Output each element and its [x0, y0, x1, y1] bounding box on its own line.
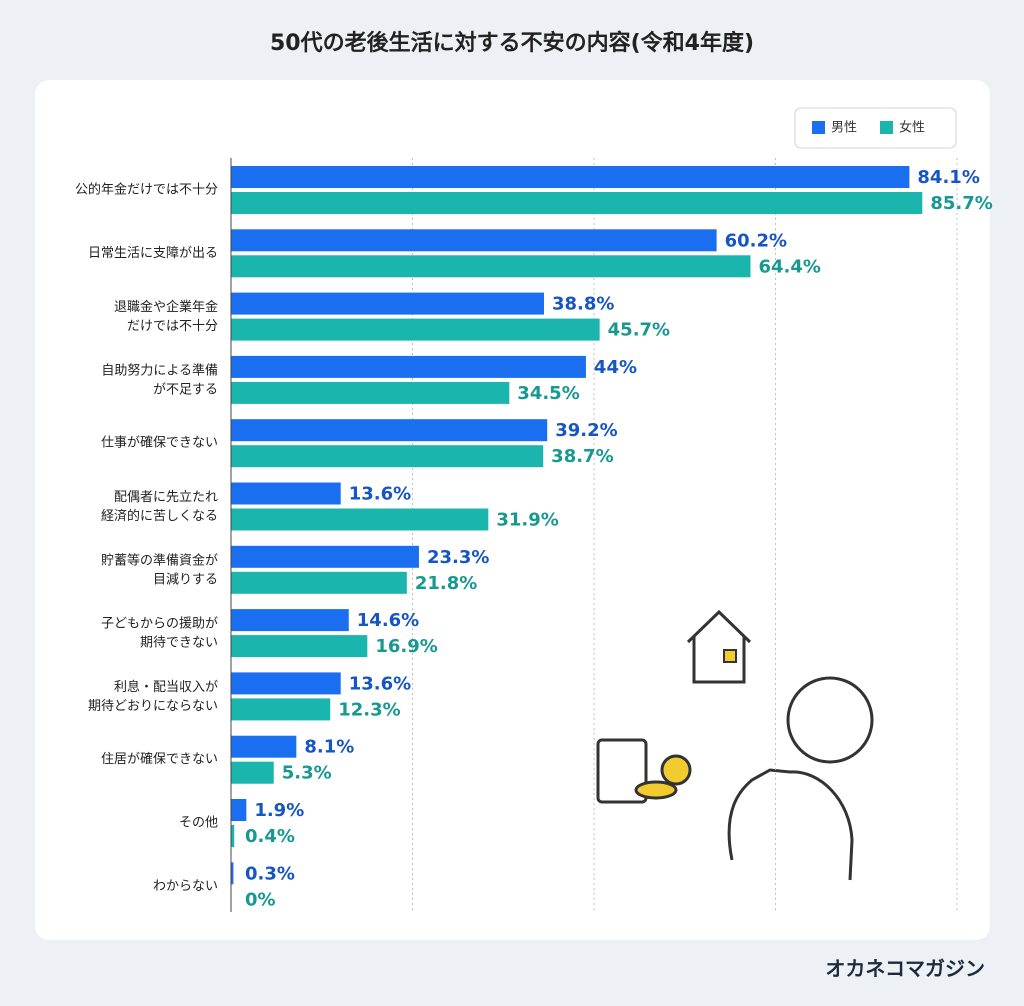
value-label: 0.3%: [245, 863, 295, 884]
value-label: 38.8%: [552, 294, 614, 315]
value-label: 44%: [594, 357, 637, 378]
legend-swatch: [812, 121, 825, 134]
coins: [634, 780, 678, 800]
legend-label: 男性: [831, 121, 857, 136]
bar: [231, 635, 368, 658]
legend-swatch: [880, 121, 893, 134]
legend-label: 女性: [899, 120, 925, 136]
bar: [231, 229, 717, 252]
category-label: 利息・配当収入が期待どおりにならない: [88, 678, 218, 713]
value-label: 39.2%: [555, 420, 617, 441]
category-label: その他: [179, 816, 218, 831]
category-label: 配偶者に先立たれ経済的に苦しくなる: [101, 490, 218, 524]
category-label: 住居が確保できない: [101, 751, 218, 767]
value-label: 5.3%: [282, 763, 332, 784]
bar: [231, 862, 234, 885]
value-label: 16.9%: [375, 636, 437, 657]
value-label: 84.1%: [917, 167, 979, 188]
bar: [231, 571, 407, 594]
value-label: 0.4%: [245, 826, 295, 847]
category-label: 日常生活に支障が出る: [88, 246, 218, 261]
value-label: 31.9%: [496, 510, 558, 531]
bar: [231, 825, 235, 847]
bar: [231, 761, 274, 784]
bar: [231, 735, 297, 758]
bar: [231, 255, 751, 278]
bar: [231, 318, 600, 341]
category-label: 公的年金だけでは不十分: [75, 182, 218, 198]
value-label: 34.5%: [517, 383, 579, 404]
value-label: 64.4%: [758, 256, 820, 277]
value-label: 8.1%: [304, 737, 354, 758]
value-label: 38.7%: [551, 446, 613, 467]
bar: [231, 545, 419, 568]
value-label: 0%: [245, 889, 276, 910]
bar: [231, 166, 910, 188]
chart-title: 50代の老後生活に対する不安の内容(令和4年度): [270, 30, 754, 56]
legend-box: [794, 107, 957, 149]
illustration: [596, 609, 874, 881]
bar: [231, 482, 341, 505]
value-label: 85.7%: [930, 193, 992, 214]
category-label: 退職金や企業年金だけでは不十分: [114, 299, 218, 334]
bar: [231, 672, 341, 695]
value-label: 13.6%: [349, 484, 411, 505]
bar: [231, 355, 586, 378]
bar: [231, 508, 489, 531]
bar: [231, 609, 349, 632]
calculator: [596, 738, 648, 804]
value-label: 14.6%: [357, 610, 419, 631]
bar: [231, 799, 247, 821]
coin: [660, 754, 692, 786]
value-label: 45.7%: [608, 320, 670, 341]
bar: [231, 698, 331, 721]
thought-bubble: [786, 676, 874, 764]
category-label: 自助努力による準備が不足する: [101, 362, 218, 397]
category-label: 貯蓄等の準備資金が目減りする: [101, 552, 218, 587]
bar: [231, 292, 544, 315]
bar: [231, 419, 548, 442]
house: [686, 609, 752, 684]
category-label: わからない: [153, 879, 218, 894]
bar: [231, 381, 510, 404]
bar: [231, 192, 923, 214]
value-label: 12.3%: [338, 699, 400, 720]
value-label: 23.3%: [427, 547, 489, 568]
value-label: 21.8%: [415, 573, 477, 594]
category-label: 仕事が確保できない: [101, 435, 218, 451]
house-window: [723, 649, 737, 663]
cat: [727, 768, 854, 881]
category-label: 子どもからの援助が期待できない: [101, 616, 218, 650]
value-label: 13.6%: [349, 673, 411, 694]
value-label: 60.2%: [725, 230, 787, 251]
bar: [231, 445, 544, 468]
value-label: 1.9%: [254, 800, 304, 821]
brand: オカネコマガジン: [825, 957, 985, 981]
